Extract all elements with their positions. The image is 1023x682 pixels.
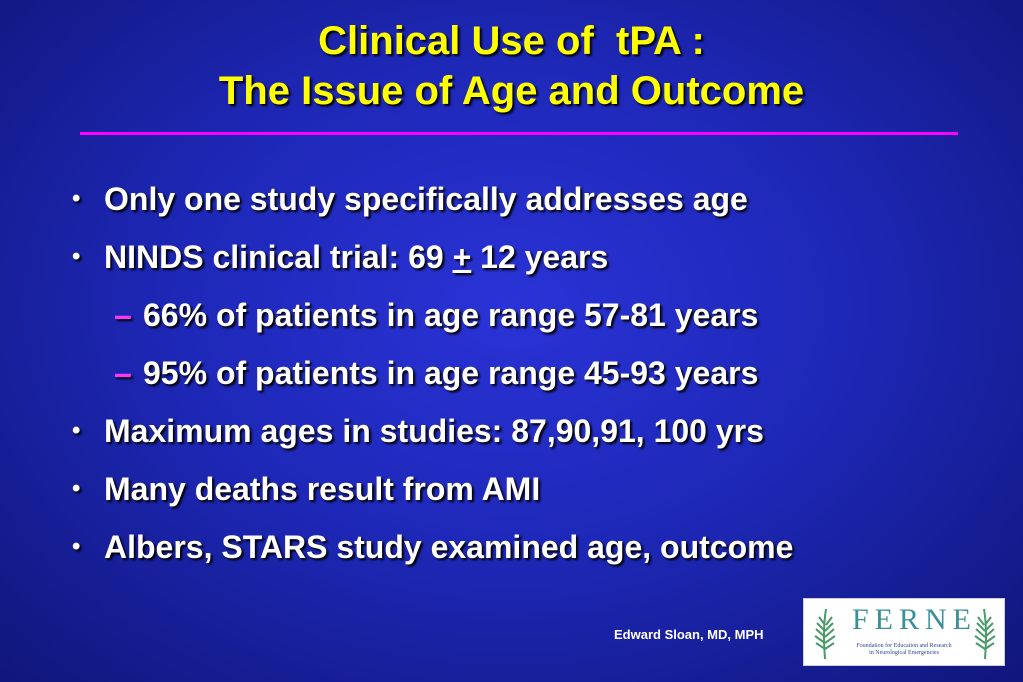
bullet-text: Only one study specifically addresses ag…: [104, 181, 748, 217]
fern-leaf-right-icon: [974, 608, 996, 660]
dash-marker: –: [114, 355, 132, 391]
sub-bullet-text: 66% of patients in age range 57-81 years: [143, 297, 759, 333]
sub-bullet-text: 95% of patients in age range 45-93 years: [143, 355, 759, 391]
bullet-marker: •: [72, 185, 81, 212]
slide-title-line-1: Clinical Use of tPA :: [318, 19, 705, 63]
bullet-marker: •: [72, 417, 81, 444]
slide-title: Clinical Use of tPA : The Issue of Age a…: [0, 16, 1023, 116]
logo-subtitle-line-2: in Neurological Emergencies: [869, 650, 939, 656]
title-underline-rule: [80, 132, 958, 135]
sub-bullet-item: – 95% of patients in age range 45-93 yea…: [70, 344, 1010, 402]
logo-wordmark: FERNE: [852, 603, 978, 636]
bullet-item: • Albers, STARS study examined age, outc…: [70, 518, 1010, 576]
bullet-item: • Maximum ages in studies: 87,90,91, 100…: [70, 402, 1010, 460]
plus-minus-symbol: +: [452, 239, 472, 275]
fern-leaf-left-icon: [814, 608, 836, 660]
bullet-text-after: 12 years: [471, 239, 609, 275]
bullet-text: Albers, STARS study examined age, outcom…: [104, 529, 794, 565]
ferne-logo: FERNE Foundation for Education and Resea…: [803, 598, 1005, 666]
bullet-marker: •: [72, 243, 81, 270]
bullet-text: Many deaths result from AMI: [104, 471, 541, 507]
dash-marker: –: [114, 297, 132, 333]
bullet-text: Maximum ages in studies: 87,90,91, 100 y…: [104, 413, 764, 449]
bullet-marker: •: [72, 533, 81, 560]
author-footer: Edward Sloan, MD, MPH: [614, 627, 764, 642]
logo-subtitle: Foundation for Education and Research in…: [844, 643, 964, 657]
bullet-item: • Many deaths result from AMI: [70, 460, 1010, 518]
bullet-text-before: NINDS clinical trial: 69: [104, 239, 453, 275]
bullet-list: • Only one study specifically addresses …: [70, 170, 1010, 576]
sub-bullet-item: – 66% of patients in age range 57-81 yea…: [70, 286, 1010, 344]
bullet-marker: •: [72, 475, 81, 502]
logo-subtitle-line-1: Foundation for Education and Research: [856, 643, 952, 649]
bullet-item: • Only one study specifically addresses …: [70, 170, 1010, 228]
bullet-item: • NINDS clinical trial: 69 + 12 years: [70, 228, 1010, 286]
slide-title-line-2: The Issue of Age and Outcome: [218, 69, 805, 113]
